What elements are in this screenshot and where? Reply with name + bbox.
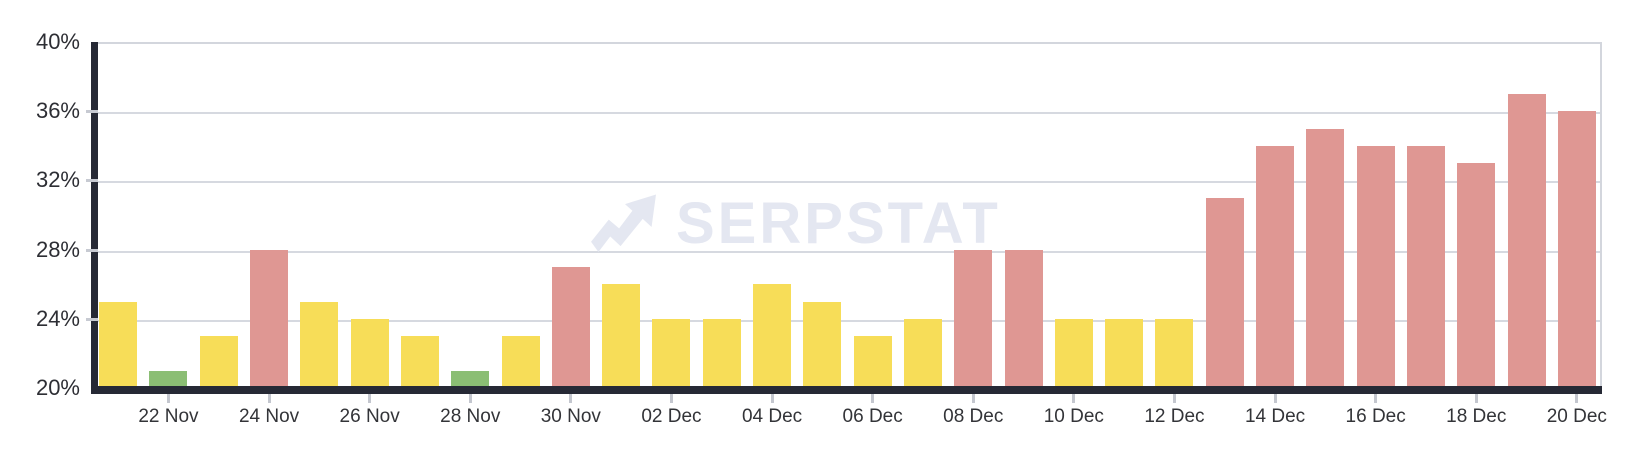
x-tick-mark: [569, 394, 573, 403]
y-axis-label-36pct: 36%: [35, 98, 80, 124]
chart-bar-10-dec[interactable]: [1054, 318, 1093, 388]
chart-bar-14-dec[interactable]: [1256, 145, 1295, 388]
x-axis-label-26-nov: 26 Nov: [339, 406, 400, 427]
chart-bar-19-dec[interactable]: [1507, 93, 1546, 388]
y-axis-label-24pct: 24%: [35, 305, 80, 331]
y-axis-spine: [91, 42, 98, 394]
x-axis-label-02-dec: 02 Dec: [641, 406, 702, 427]
x-axis-label-28-nov: 28 Nov: [440, 406, 501, 427]
x-tick-mark: [669, 394, 673, 403]
x-tick-mark: [368, 394, 372, 403]
chart-bar-07-dec[interactable]: [903, 318, 942, 388]
chart-bar-25-nov[interactable]: [300, 301, 339, 388]
y-axis-label-28pct: 28%: [35, 236, 80, 262]
chart-bar-01-dec[interactable]: [602, 284, 641, 388]
x-axis-label-18-dec: 18 Dec: [1446, 406, 1507, 427]
chart-bar-06-dec[interactable]: [853, 336, 892, 388]
x-tick-mark: [1474, 394, 1478, 403]
x-tick-mark: [971, 394, 975, 403]
gridline-36pct: [93, 112, 1600, 115]
chart-bar-27-nov[interactable]: [400, 336, 439, 388]
x-tick-mark: [1575, 394, 1579, 403]
chart-bar-15-dec[interactable]: [1306, 128, 1345, 388]
chart-bar-13-dec[interactable]: [1205, 197, 1244, 388]
chart-bar-02-dec[interactable]: [652, 318, 691, 388]
x-tick-mark: [1374, 394, 1378, 403]
x-tick-mark: [770, 394, 774, 403]
chart-bar-26-nov[interactable]: [350, 318, 389, 388]
x-tick-mark: [871, 394, 875, 403]
chart-bar-22-nov[interactable]: [149, 370, 188, 388]
gridline-32pct: [93, 181, 1600, 184]
y-tick-mark: [86, 110, 98, 114]
x-axis-label-20-dec: 20 Dec: [1546, 406, 1607, 427]
chart-bar-16-dec[interactable]: [1356, 145, 1395, 388]
y-axis-label-20pct: 20%: [35, 375, 80, 400]
chart-bar-28-nov[interactable]: [451, 370, 490, 388]
y-axis-label-40pct: 40%: [35, 29, 80, 54]
y-tick-mark: [86, 317, 98, 321]
plot-area: [93, 42, 1602, 388]
gridline-24pct: [93, 319, 1600, 322]
x-axis-label-06-dec: 06 Dec: [842, 406, 903, 427]
y-tick-mark: [86, 179, 98, 183]
x-axis-label-24-nov: 24 Nov: [238, 406, 300, 427]
x-tick-mark: [468, 394, 472, 403]
chart-bar-08-dec[interactable]: [954, 249, 993, 388]
gridline-28pct: [93, 250, 1600, 253]
chart-bar-12-dec[interactable]: [1155, 318, 1194, 388]
x-tick-mark: [1072, 394, 1076, 403]
chart-bar-09-dec[interactable]: [1004, 249, 1043, 388]
chart-bar-24-nov[interactable]: [250, 249, 289, 388]
x-tick-mark: [267, 394, 271, 403]
x-tick-mark: [166, 394, 170, 403]
x-tick-mark: [1273, 394, 1277, 403]
y-axis-label-32pct: 32%: [35, 167, 80, 193]
chart-bar-21-nov[interactable]: [99, 301, 138, 388]
x-axis-label-16-dec: 16 Dec: [1345, 406, 1406, 427]
x-axis-label-04-dec: 04 Dec: [741, 406, 803, 427]
chart-bar-18-dec[interactable]: [1457, 163, 1496, 388]
x-tick-mark: [1172, 394, 1176, 403]
x-axis-label-30-nov: 30 Nov: [540, 406, 601, 427]
chart-bar-20-dec[interactable]: [1557, 111, 1596, 388]
chart-bar-29-nov[interactable]: [501, 336, 540, 388]
chart-bar-17-dec[interactable]: [1406, 145, 1445, 388]
x-axis-label-14-dec: 14 Dec: [1244, 406, 1306, 427]
x-axis-label-12-dec: 12 Dec: [1144, 406, 1205, 427]
x-axis-label-08-dec: 08 Dec: [943, 406, 1004, 427]
chart-bar-11-dec[interactable]: [1105, 318, 1144, 388]
chart-bar-05-dec[interactable]: [803, 301, 842, 388]
x-axis-spine: [91, 386, 1602, 394]
chart-bar-03-dec[interactable]: [702, 318, 741, 388]
chart-bar-23-nov[interactable]: [199, 336, 238, 388]
x-axis-label-22-nov: 22 Nov: [138, 406, 199, 427]
x-axis-label-10-dec: 10 Dec: [1043, 406, 1104, 427]
chart-bar-30-nov[interactable]: [551, 266, 590, 388]
y-tick-mark: [86, 248, 98, 252]
chart-bar-04-dec[interactable]: [753, 284, 792, 388]
